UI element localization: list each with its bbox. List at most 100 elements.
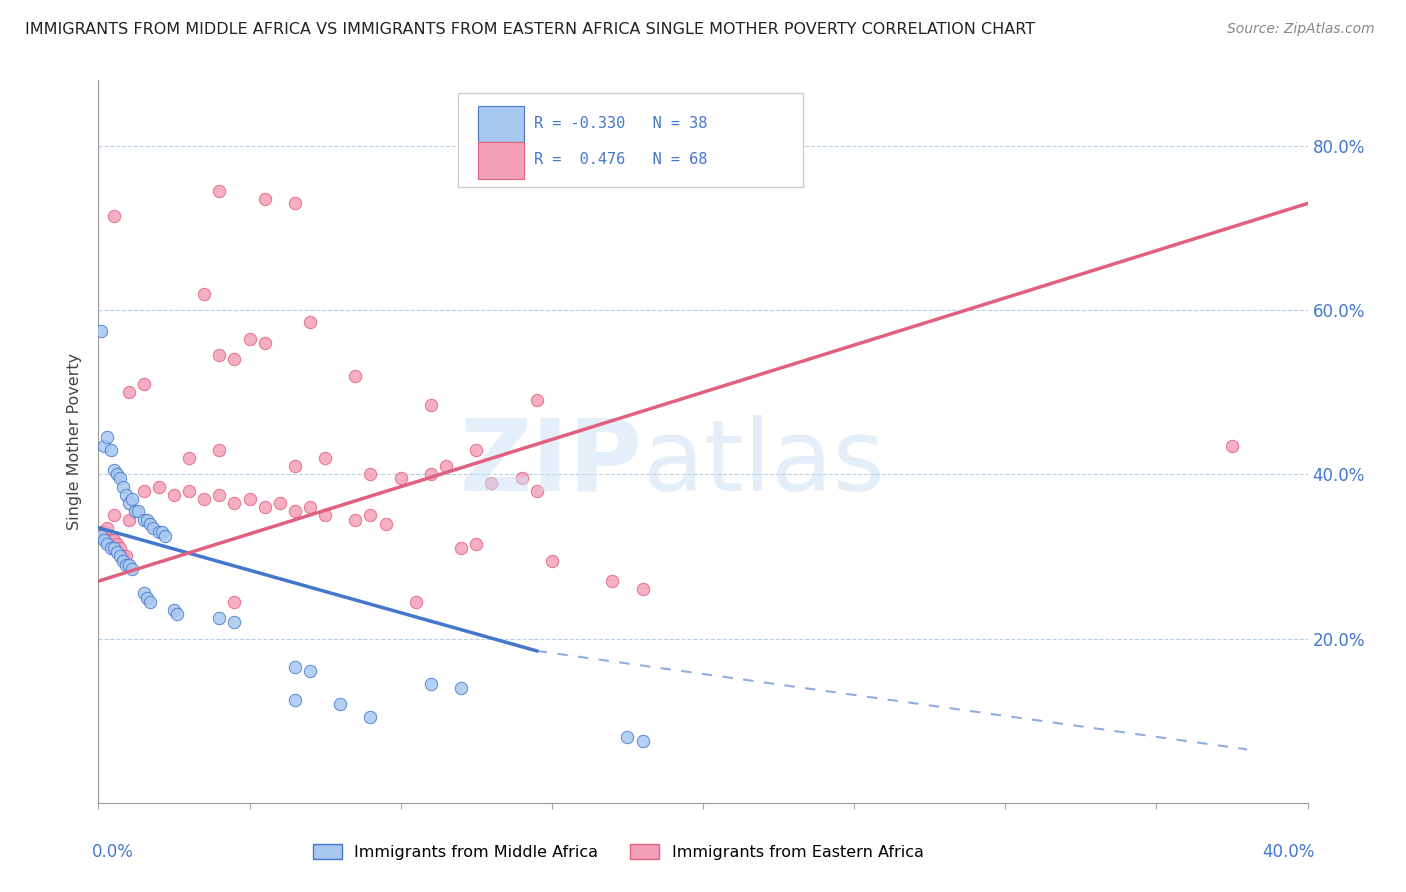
Point: [193, 286, 215, 301]
Point: [111, 549, 134, 564]
Point: [420, 467, 443, 482]
Point: [142, 521, 165, 535]
Text: 0.0%: 0.0%: [91, 843, 134, 861]
Point: [602, 574, 624, 588]
Point: [344, 368, 367, 383]
Point: [284, 459, 307, 474]
Point: [239, 332, 262, 346]
Point: [93, 524, 115, 539]
Point: [96, 537, 118, 551]
FancyBboxPatch shape: [457, 93, 803, 187]
Point: [299, 500, 322, 515]
Point: [90, 529, 112, 543]
Point: [114, 488, 136, 502]
Text: 40.0%: 40.0%: [1263, 843, 1315, 861]
Point: [150, 524, 173, 539]
Legend: Immigrants from Middle Africa, Immigrants from Eastern Africa: Immigrants from Middle Africa, Immigrant…: [314, 844, 924, 860]
Point: [374, 516, 396, 531]
Point: [132, 586, 155, 600]
Point: [100, 541, 122, 556]
Point: [166, 607, 188, 621]
Point: [208, 611, 231, 625]
Point: [111, 553, 134, 567]
Point: [481, 475, 503, 490]
Point: [224, 594, 246, 608]
Point: [93, 439, 115, 453]
Point: [118, 512, 141, 526]
Point: [103, 541, 125, 556]
Point: [389, 471, 412, 485]
Point: [465, 537, 488, 551]
Point: [450, 681, 472, 695]
Point: [420, 677, 443, 691]
Point: [132, 512, 155, 526]
Point: [616, 730, 638, 744]
Point: [224, 496, 246, 510]
Point: [1220, 439, 1243, 453]
Point: [153, 529, 176, 543]
Point: [118, 496, 141, 510]
Y-axis label: Single Mother Poverty: Single Mother Poverty: [67, 353, 83, 530]
Point: [108, 471, 131, 485]
Point: [132, 483, 155, 498]
Point: [540, 553, 562, 567]
Point: [103, 209, 125, 223]
Point: [631, 582, 654, 597]
Point: [208, 442, 231, 457]
Point: [208, 184, 231, 198]
Point: [208, 488, 231, 502]
Point: [139, 516, 162, 531]
Point: [93, 533, 115, 547]
Point: [108, 541, 131, 556]
Point: [121, 562, 143, 576]
Point: [118, 558, 141, 572]
Point: [148, 480, 170, 494]
FancyBboxPatch shape: [478, 142, 524, 178]
Point: [105, 545, 128, 559]
Point: [103, 463, 125, 477]
Point: [90, 324, 112, 338]
Text: atlas: atlas: [643, 415, 884, 512]
Point: [103, 508, 125, 523]
Point: [253, 336, 276, 351]
Point: [253, 192, 276, 206]
Point: [284, 504, 307, 518]
Point: [127, 504, 149, 518]
Point: [108, 549, 131, 564]
Point: [139, 594, 162, 608]
Point: [284, 660, 307, 674]
Point: [224, 352, 246, 367]
Point: [420, 398, 443, 412]
Point: [105, 537, 128, 551]
Point: [299, 316, 322, 330]
Point: [284, 693, 307, 707]
Point: [465, 442, 488, 457]
Point: [344, 512, 367, 526]
Point: [314, 450, 336, 465]
Point: [103, 533, 125, 547]
Point: [360, 467, 382, 482]
Point: [314, 508, 336, 523]
Point: [405, 594, 427, 608]
Point: [299, 665, 322, 679]
Point: [100, 533, 122, 547]
Point: [284, 196, 307, 211]
Point: [163, 488, 186, 502]
Point: [163, 603, 186, 617]
Point: [148, 524, 170, 539]
Point: [193, 491, 215, 506]
Point: [510, 471, 533, 485]
Text: R = -0.330   N = 38: R = -0.330 N = 38: [534, 116, 707, 131]
Text: ZIP: ZIP: [460, 415, 643, 512]
Point: [100, 442, 122, 457]
Point: [526, 483, 548, 498]
Point: [434, 459, 457, 474]
Point: [253, 500, 276, 515]
Point: [111, 480, 134, 494]
Point: [114, 558, 136, 572]
Point: [329, 698, 352, 712]
Point: [135, 512, 157, 526]
Point: [132, 377, 155, 392]
Point: [135, 591, 157, 605]
Point: [96, 430, 118, 444]
